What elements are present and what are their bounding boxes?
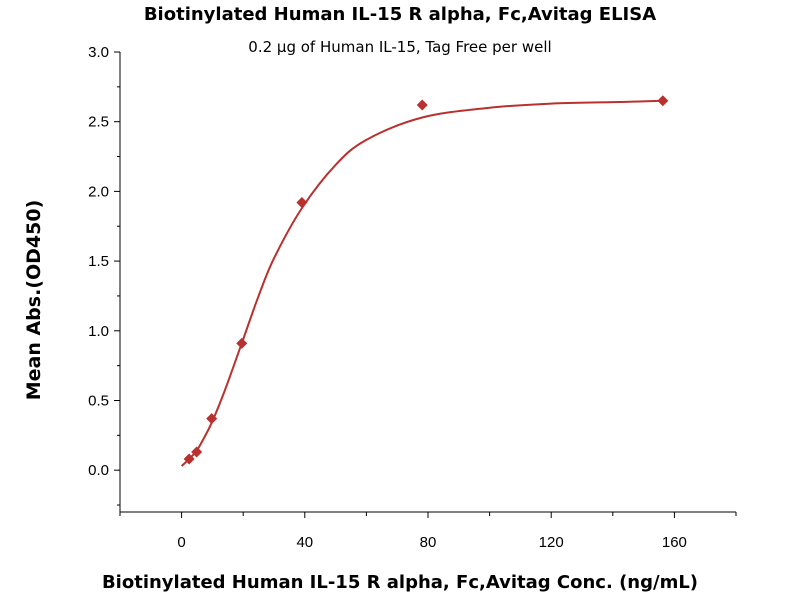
x-tick-label: 160 xyxy=(662,534,687,551)
y-tick-label: 0.0 xyxy=(88,462,109,479)
data-points xyxy=(183,95,669,465)
data-point-marker xyxy=(416,99,428,111)
x-tick-label: 40 xyxy=(296,534,313,551)
fit-curve xyxy=(180,99,663,467)
x-tick-label: 120 xyxy=(539,534,564,551)
x-tick-label: 80 xyxy=(420,534,437,551)
data-point-marker xyxy=(191,446,203,458)
ticks: 0.0 0.5 1.0 1.5 2.0 2.5 3.0 0 40 80 120 160 xyxy=(88,44,737,551)
data-point-marker xyxy=(206,413,218,425)
y-tick-label: 1.0 xyxy=(88,323,109,340)
y-tick-label: 3.0 xyxy=(88,44,109,61)
x-tick-label: 0 xyxy=(177,534,185,551)
y-tick-label: 2.0 xyxy=(88,183,109,200)
y-tick-label: 1.5 xyxy=(88,253,109,270)
y-tick-label: 0.5 xyxy=(88,392,109,409)
data-point-marker xyxy=(296,197,308,209)
chart-title: Biotinylated Human IL-15 R alpha, Fc,Avi… xyxy=(143,4,657,25)
data-point-marker xyxy=(183,453,195,465)
axes xyxy=(119,52,736,513)
data-point-marker xyxy=(657,95,669,107)
data-point-marker xyxy=(236,337,248,349)
fit-curve-group xyxy=(180,99,663,467)
y-tick-label: 2.5 xyxy=(88,114,109,131)
y-axis-label: Mean Abs.(OD450) xyxy=(23,199,45,401)
x-axis-label: Biotinylated Human IL-15 R alpha, Fc,Avi… xyxy=(101,572,699,593)
chart-subtitle: 0.2 μg of Human IL-15, Tag Free per well xyxy=(248,38,552,56)
